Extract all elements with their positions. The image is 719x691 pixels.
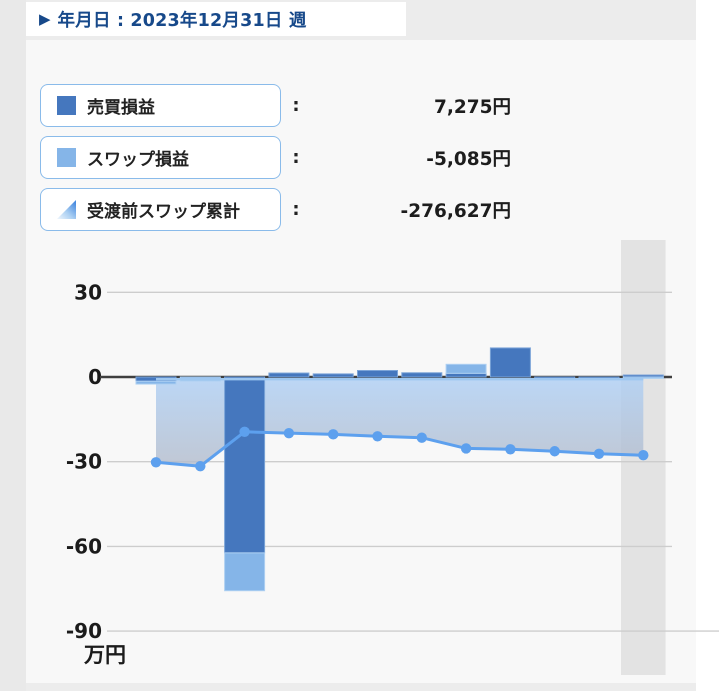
legend-box-swap-pl[interactable]: スワップ損益 [40, 136, 281, 179]
y-tick-label: 30 [74, 280, 102, 304]
line-marker[interactable] [549, 446, 560, 457]
trading-pl-bar[interactable] [445, 372, 487, 378]
legend-box-cumulative-swap[interactable]: 受渡前スワップ累計 [40, 188, 281, 231]
line-marker[interactable] [460, 443, 472, 454]
legend-row-swap-pl: スワップ損益 : -5,085円 [40, 136, 511, 179]
line-marker[interactable] [593, 448, 605, 459]
cumulative-swap-value: -276,627円 [400, 200, 511, 222]
swap-pl-bar[interactable] [135, 380, 177, 385]
line-marker[interactable] [505, 444, 516, 455]
line-marker[interactable] [416, 432, 427, 443]
line-marker[interactable] [283, 427, 295, 439]
trading-pl-bar[interactable] [357, 370, 398, 378]
date-section-header[interactable]: ▶ 年月日 : 2023年12月31日 週 [26, 2, 406, 36]
legend-box-trading-pl[interactable]: 売買損益 [40, 84, 281, 127]
colon-separator: : [292, 199, 300, 220]
cumulative-swap-area [156, 377, 644, 467]
trading-pl-swatch-icon [57, 96, 76, 115]
line-marker[interactable] [638, 450, 649, 461]
bottom-margin-strip [26, 683, 696, 691]
legend: 売買損益 : 7,275円 スワップ損益 : -5,085円 受渡前スワップ累計… [40, 84, 511, 240]
line-marker[interactable] [150, 457, 162, 468]
swap-pl-swatch-icon [57, 148, 76, 167]
legend-row-trading-pl: 売買損益 : 7,275円 [40, 84, 511, 127]
colon-separator: : [292, 147, 300, 168]
left-margin-strip [0, 0, 26, 691]
line-marker[interactable] [239, 426, 250, 437]
legend-label: 売買損益 [87, 98, 155, 118]
caret-right-icon: ▶ [39, 9, 51, 28]
y-axis-unit-label: 万円 [83, 643, 126, 667]
line-marker[interactable] [195, 461, 206, 472]
date-title: 年月日 : 2023年12月31日 週 [57, 10, 307, 31]
y-tick-label: -30 [66, 450, 102, 474]
swap-pl-bar[interactable] [445, 363, 487, 374]
right-margin-strip [696, 0, 719, 691]
trading-pl-bar[interactable] [268, 372, 310, 378]
legend-label: スワップ損益 [87, 150, 189, 170]
y-tick-label: -90 [66, 619, 102, 643]
trading-pl-bar[interactable] [489, 347, 531, 378]
y-tick-label: -60 [66, 534, 102, 558]
trading-pl-bar[interactable] [224, 376, 266, 554]
cumulative-swap-line [155, 430, 644, 468]
line-marker[interactable] [372, 431, 383, 442]
y-tick-label: 0 [88, 365, 102, 389]
legend-row-cumulative-swap: 受渡前スワップ累計 : -276,627円 [40, 188, 511, 231]
swap-pl-bar[interactable] [224, 552, 266, 592]
trading-pl-bar[interactable] [401, 372, 443, 378]
trading-pl-value: 7,275円 [433, 96, 511, 118]
line-marker[interactable] [328, 429, 339, 440]
swap-pl-value: -5,085円 [426, 148, 511, 170]
trading-pl-bar[interactable] [312, 373, 354, 378]
legend-label: 受渡前スワップ累計 [87, 202, 240, 222]
colon-separator: : [292, 95, 300, 116]
